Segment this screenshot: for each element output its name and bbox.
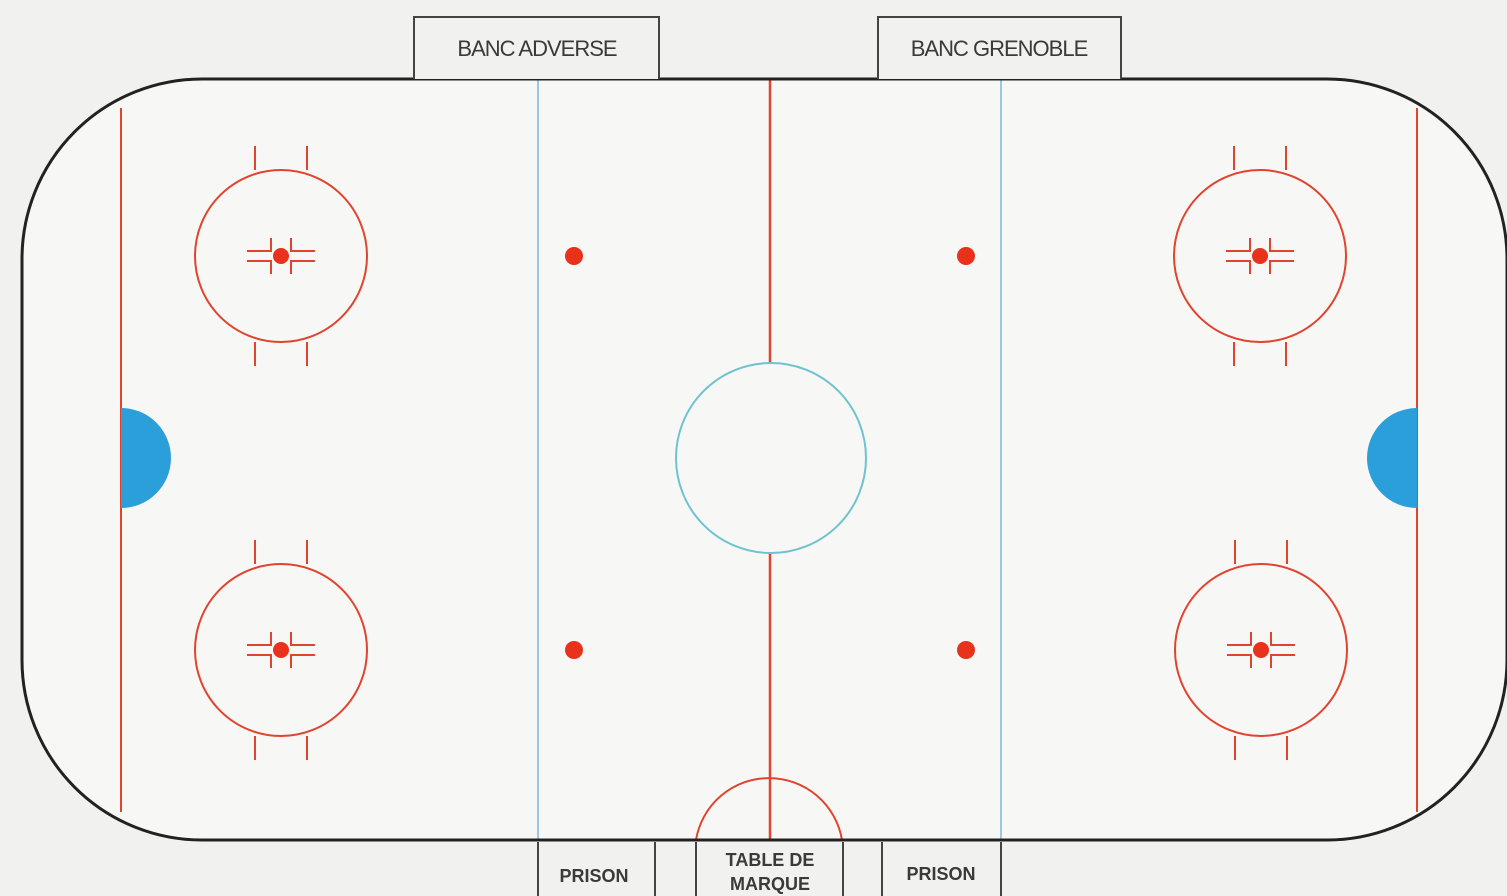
neutral-faceoff-dot [565, 641, 583, 659]
goal-crease-left [121, 408, 171, 508]
neutral-faceoff-dot [565, 247, 583, 265]
away-bench-label: BANC ADVERSE [457, 36, 616, 61]
penalty-box-left-label: PRISON [559, 866, 628, 886]
referee-crease [695, 777, 843, 841]
faceoff-circle-top-left [194, 146, 368, 366]
home-bench: BANC GRENOBLE [877, 16, 1122, 79]
rink-boards [20, 77, 1507, 842]
penalty-box-right: PRISON [881, 842, 1002, 896]
faceoff-circle-bottom-left [194, 540, 368, 760]
faceoff-dot [1253, 642, 1269, 658]
faceoff-circle-top-right [1173, 146, 1347, 366]
goal-crease-right [1367, 408, 1417, 508]
score-table: TABLE DE MARQUE [695, 842, 844, 896]
faceoff-dot [273, 248, 289, 264]
faceoff-dot [273, 642, 289, 658]
faceoff-dot [1252, 248, 1268, 264]
penalty-box-left: PRISON [537, 842, 656, 896]
score-table-label-line1: TABLE DE [726, 850, 815, 870]
home-bench-label: BANC GRENOBLE [911, 36, 1088, 61]
score-table-label-line2: MARQUE [730, 874, 810, 894]
penalty-box-right-label: PRISON [906, 864, 975, 884]
center-faceoff-circle [675, 362, 867, 554]
neutral-faceoff-dot [957, 247, 975, 265]
faceoff-circle-bottom-right [1174, 540, 1348, 760]
neutral-faceoff-dot [957, 641, 975, 659]
away-bench: BANC ADVERSE [413, 16, 660, 79]
